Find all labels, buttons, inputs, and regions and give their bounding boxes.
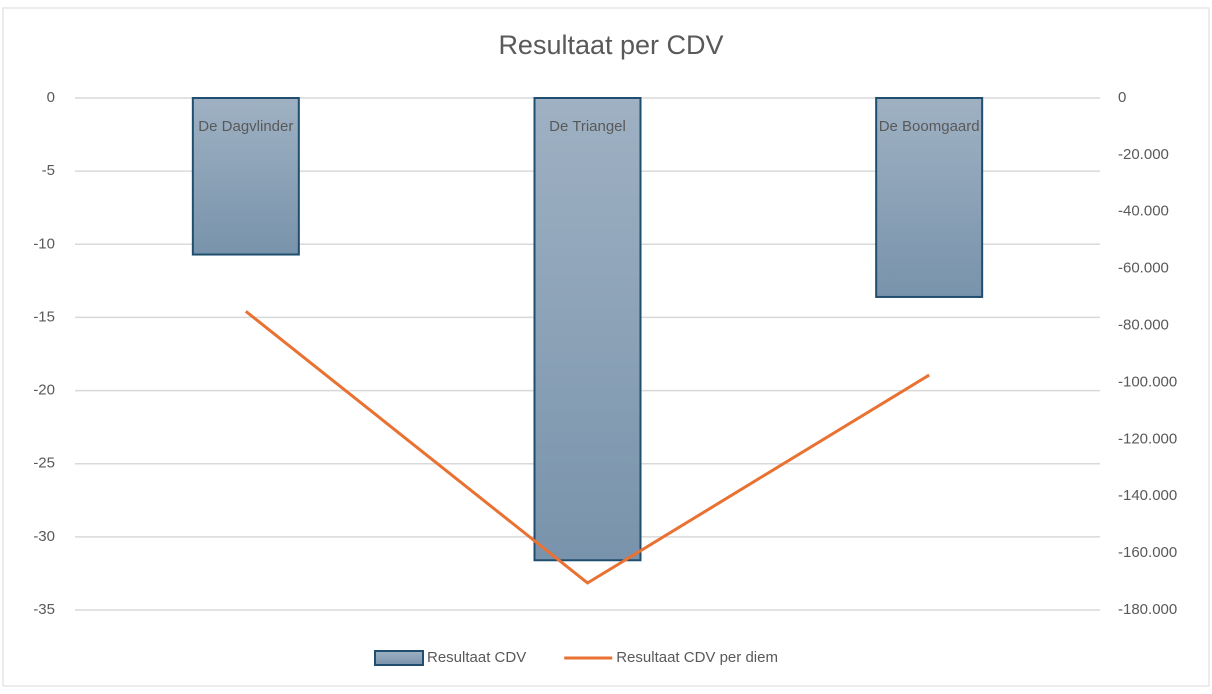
y2-tick-label: -180.000 (1118, 601, 1177, 618)
chart-title: Resultaat per CDV (498, 30, 723, 60)
y2-tick-label: -60.000 (1118, 260, 1169, 277)
y-tick-label: -25 (33, 455, 55, 472)
y2-tick-label: -120.000 (1118, 430, 1177, 447)
y-tick-label: -15 (33, 308, 55, 325)
legend-label: Resultaat CDV (427, 649, 526, 666)
x-tick-label: De Triangel (549, 118, 626, 135)
y-tick-label: -5 (42, 162, 55, 179)
y-tick-label: 0 (47, 89, 55, 106)
x-tick-label: De Boomgaard (879, 118, 980, 135)
y2-tick-label: -160.000 (1118, 544, 1177, 561)
x-tick-label: De Dagvlinder (198, 118, 293, 135)
legend-swatch (374, 650, 424, 666)
y-tick-label: -10 (33, 235, 55, 252)
legend-label: Resultaat CDV per diem (616, 649, 778, 666)
bar (875, 97, 984, 298)
y-tick-label: -35 (33, 601, 55, 618)
y2-tick-label: -100.000 (1118, 373, 1177, 390)
y-tick-label: -20 (33, 382, 55, 399)
y2-tick-label: -40.000 (1118, 203, 1169, 220)
bar (191, 97, 300, 256)
y2-tick-label: -140.000 (1118, 487, 1177, 504)
y2-tick-label: -20.000 (1118, 146, 1169, 163)
y2-tick-label: 0 (1118, 89, 1126, 106)
y2-tick-label: -80.000 (1118, 317, 1169, 334)
bar (533, 97, 642, 562)
line (244, 310, 930, 585)
y-tick-label: -30 (33, 528, 55, 545)
